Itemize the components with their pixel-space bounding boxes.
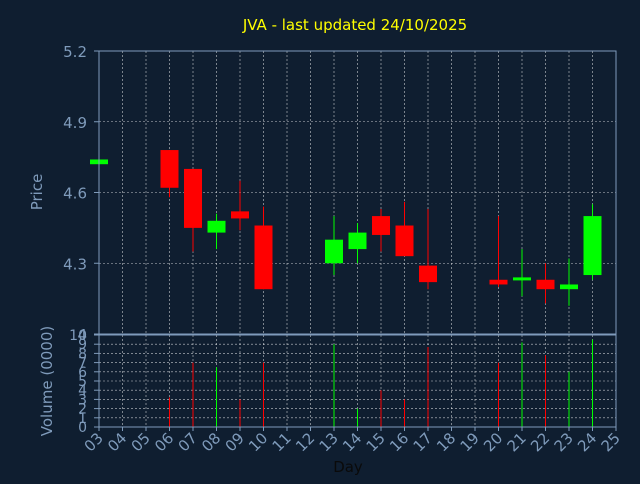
day-tick-label: 18: [433, 429, 459, 455]
volume-y-tick-label: 2: [78, 402, 87, 418]
day-tick-label: 12: [292, 429, 318, 455]
candle-22: [536, 263, 555, 304]
candle-14: [348, 223, 367, 264]
price-y-tick-label: 5.2: [63, 43, 87, 61]
candle-20: [489, 216, 508, 287]
day-tick-label: 24: [574, 429, 600, 455]
price-y-tick-labels: 4 4.3 4.6 4.9 5.2: [63, 43, 99, 344]
day-tick-label: 19: [457, 429, 483, 455]
candle-09: [231, 180, 249, 231]
day-tick-label: 09: [222, 429, 248, 455]
volume-y-tick-label: 9: [78, 337, 87, 353]
volume-y-tick-label: 0: [78, 420, 87, 436]
candle-16: [395, 201, 414, 257]
candle-body: [489, 279, 508, 285]
day-tick-label: 23: [551, 429, 577, 455]
day-tick-label: 06: [151, 429, 177, 455]
candle-body: [560, 284, 578, 290]
price-y-tick-label: 4.9: [63, 114, 87, 132]
day-tick-label: 05: [128, 429, 154, 455]
x-axis-label: Day: [333, 458, 363, 476]
candle-body: [395, 225, 414, 257]
day-tick-labels: 0304050607080910111213141516171819202122…: [81, 427, 624, 455]
day-tick-label: 22: [527, 429, 553, 455]
volume-y-tick-label: 1: [78, 411, 87, 427]
candle-body: [372, 216, 390, 235]
candle-23: [560, 258, 578, 306]
volume-y-tick-label: 5: [78, 374, 87, 390]
candle-body: [513, 277, 531, 281]
candle-07: [184, 168, 202, 252]
day-tick-label: 21: [504, 429, 530, 455]
candle-13: [325, 216, 343, 276]
candle-body: [184, 168, 202, 228]
candle-body: [419, 265, 437, 283]
chart-title: JVA - last updated 24/10/2025: [242, 16, 467, 34]
volume-bars: [169, 339, 593, 427]
volume-y-tick-label: 6: [78, 365, 87, 381]
candle-body: [348, 232, 367, 250]
price-candles: [90, 150, 602, 306]
price-grid: [99, 50, 616, 335]
candle-17: [419, 209, 437, 290]
day-tick-label: 08: [198, 429, 224, 455]
candle-body: [254, 225, 273, 290]
volume-y-tick-label: 7: [78, 356, 87, 372]
day-tick-label: 07: [175, 429, 201, 455]
price-axis-label: Price: [28, 174, 46, 211]
candle-06: [160, 150, 179, 198]
candle-body: [207, 220, 226, 233]
candle-08: [207, 213, 226, 250]
candle-10: [254, 206, 273, 290]
volume-y-tick-label: 10: [69, 328, 87, 344]
candle-body: [325, 239, 343, 264]
candle-body: [583, 216, 602, 276]
candle-15: [372, 209, 390, 252]
price-y-tick-label: 4.6: [63, 185, 87, 203]
day-tick-label: 16: [386, 429, 412, 455]
price-y-tick-label: 4: [77, 326, 87, 344]
price-y-tick-label: 4.3: [63, 255, 87, 273]
day-tick-label: 15: [363, 429, 389, 455]
volume-axis-label: Volume (0000): [38, 326, 56, 436]
day-tick-label: 13: [316, 429, 342, 455]
day-tick-label: 11: [269, 429, 295, 455]
candle-body: [160, 150, 179, 188]
candle-24: [583, 204, 602, 280]
day-tick-label: 10: [245, 429, 271, 455]
day-tick-label: 14: [339, 429, 365, 455]
volume-y-tick-label: 4: [78, 383, 87, 399]
day-tick-label: 20: [480, 429, 506, 455]
candle-body: [536, 279, 555, 290]
candle-21: [513, 249, 531, 297]
day-tick-label: 17: [410, 429, 436, 455]
day-tick-label: 25: [598, 429, 624, 455]
volume-y-tick-label: 3: [78, 392, 87, 408]
day-tick-label: 04: [104, 429, 130, 455]
candle-body: [231, 211, 249, 219]
volume-y-tick-label: 8: [78, 346, 87, 362]
